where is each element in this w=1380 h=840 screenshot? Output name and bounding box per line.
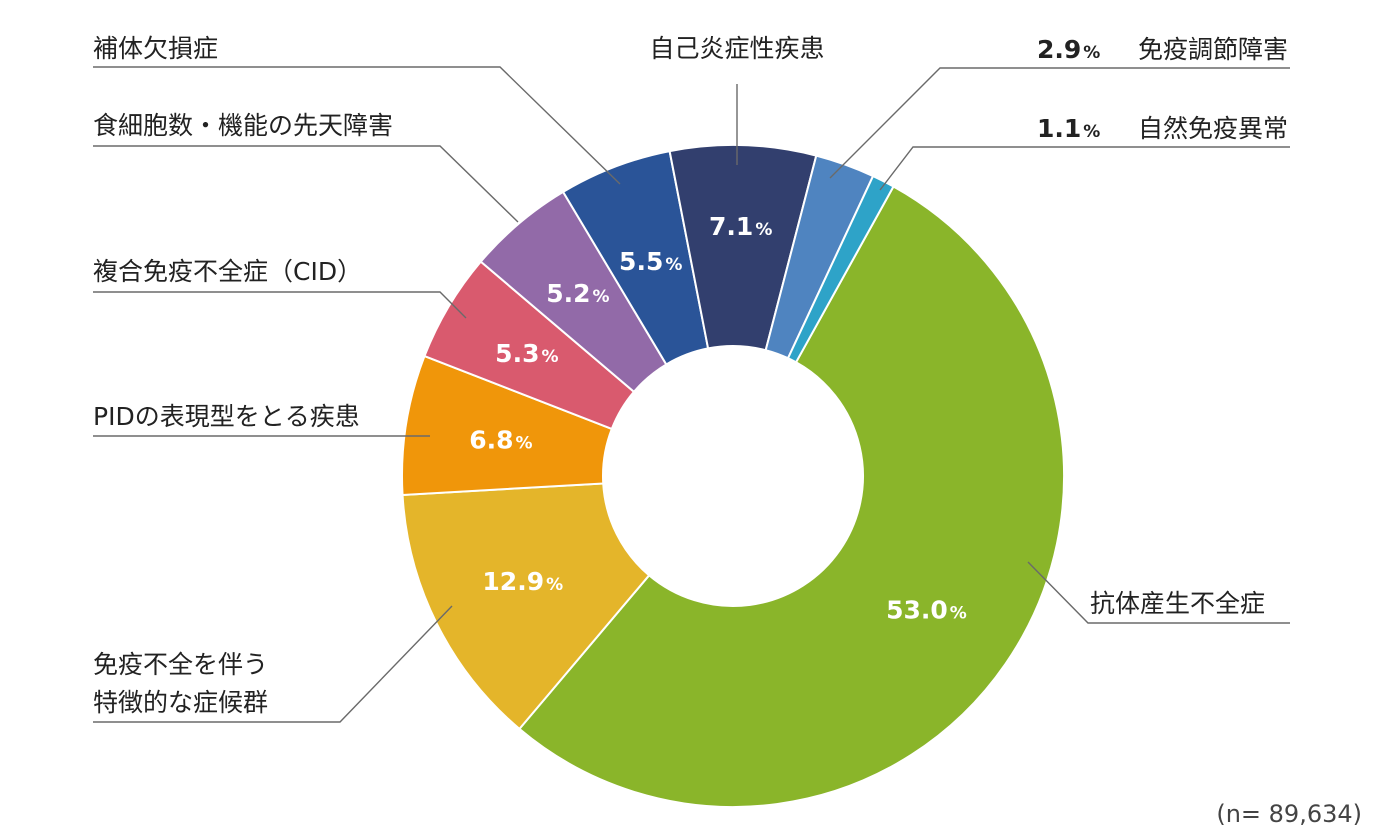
category-label-5: 食細胞数・機能の先天障害: [93, 111, 393, 140]
leader-line-2: [93, 605, 453, 723]
label-group: 抗体産生不全症 53.0 % 免疫不全を伴う特徴的な症候群 12.9 % PIDの表現型をと…: [93, 34, 1288, 717]
value-label-1: 53.0%: [886, 595, 967, 624]
sample-size-note: (n= 89,634): [1216, 800, 1362, 828]
value-label-7: 7.1%: [709, 212, 772, 241]
leader-line-5: [93, 145, 519, 223]
slice-9: [786, 174, 895, 364]
leader-line-8: [829, 67, 1290, 179]
value-label-9: 1.1%: [1037, 114, 1100, 143]
value-label-3: 6.8%: [469, 425, 532, 454]
value-label-4: 5.3%: [495, 339, 558, 368]
leader-line-9: [879, 146, 1290, 191]
category-label-1: 抗体産生不全症: [1090, 589, 1265, 618]
leader-line-1: [1027, 561, 1290, 624]
category-label-4: 複合免疫不全症（CID）: [93, 257, 362, 286]
leader-line-6: [93, 66, 621, 185]
value-label-5: 5.2%: [546, 279, 609, 308]
value-label-6: 5.5%: [619, 247, 682, 276]
value-label-2: 12.9%: [482, 567, 563, 596]
category-label-3: PIDの表現型をとる疾患: [93, 402, 360, 431]
leader-line-group: [93, 66, 1290, 723]
leader-line-4: [93, 291, 467, 319]
category-label-2: 免疫不全を伴う特徴的な症候群: [93, 650, 268, 717]
category-label-6: 補体欠損症: [93, 34, 218, 63]
category-label-9: 自然免疫異常: [1138, 114, 1288, 143]
category-label-8: 免疫調節障害: [1138, 35, 1288, 64]
slice-1: [518, 185, 1065, 808]
category-label-7: 自己炎症性疾患: [649, 34, 824, 63]
slice-group: [401, 144, 1065, 808]
value-label-8: 2.9%: [1037, 35, 1100, 64]
slice-2: [401, 482, 651, 731]
